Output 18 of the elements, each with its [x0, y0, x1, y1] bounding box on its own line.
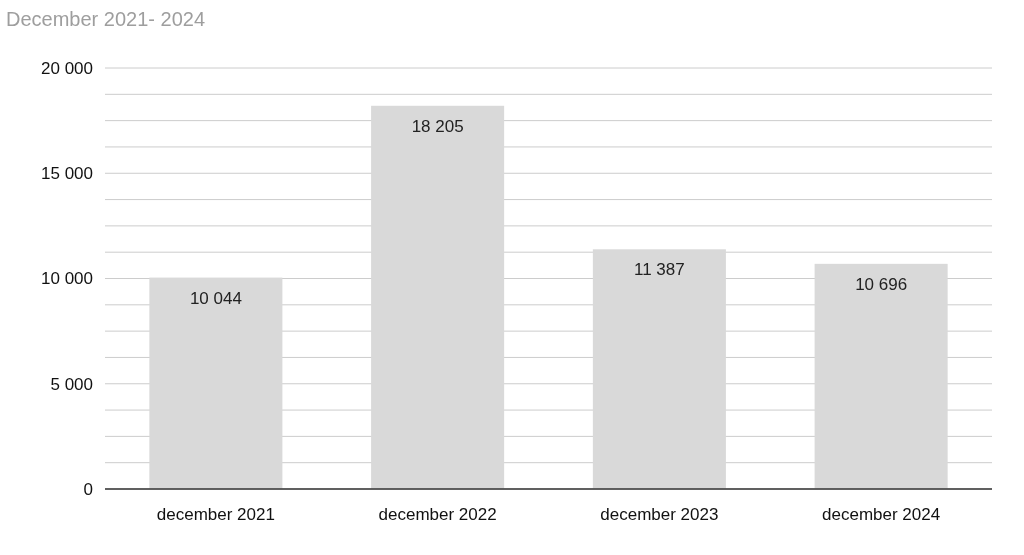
x-tick-label: december 2023	[600, 505, 719, 524]
chart-title: December 2021- 2024	[6, 8, 206, 30]
bar	[814, 263, 948, 489]
data-label: 11 387	[634, 260, 685, 280]
y-tick-label: 0	[83, 479, 93, 499]
y-tick-label: 5 000	[50, 374, 93, 394]
y-tick-label: 20 000	[41, 58, 93, 78]
y-tick-label: 10 000	[41, 269, 93, 289]
x-tick-label: december 2022	[378, 505, 497, 524]
y-tick-label: 15 000	[41, 164, 93, 184]
bar	[149, 277, 283, 489]
x-tick-label: december 2024	[822, 505, 941, 524]
data-label: 18 205	[411, 116, 464, 136]
x-tick-label: december 2021	[156, 505, 275, 524]
bar	[371, 105, 505, 489]
data-label: 10 044	[189, 288, 242, 308]
bar	[592, 249, 726, 489]
data-label: 10 696	[855, 274, 908, 294]
